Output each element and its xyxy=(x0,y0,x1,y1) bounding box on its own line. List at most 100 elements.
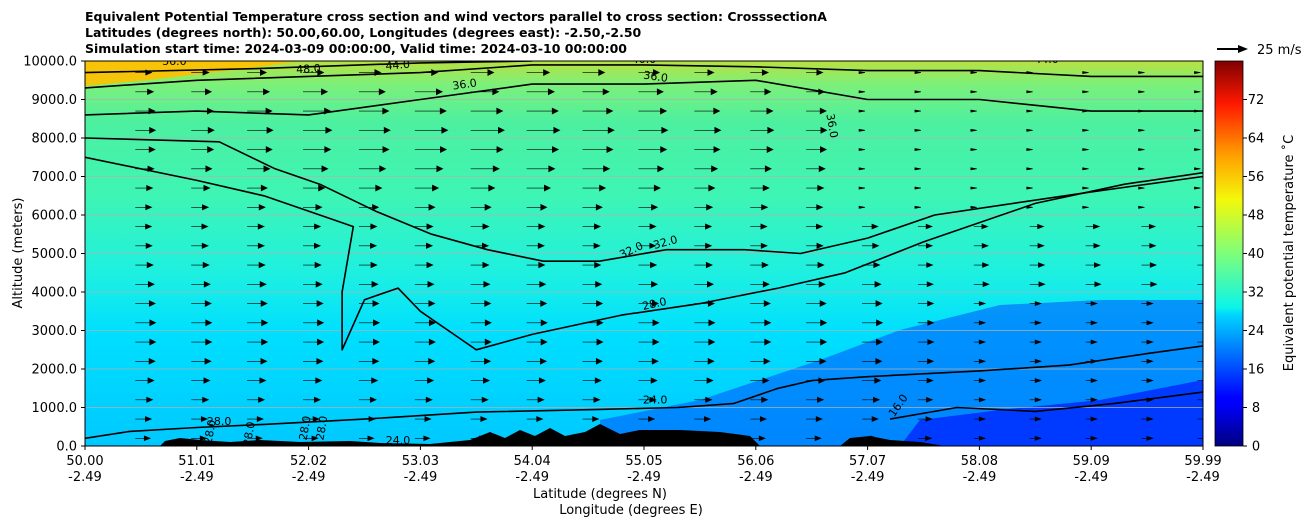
wind-vector xyxy=(526,165,556,173)
wind-vector xyxy=(303,107,332,115)
wind-vector xyxy=(1085,416,1098,422)
wind-vector xyxy=(470,319,492,327)
wind-vector xyxy=(750,416,768,423)
wind-vector xyxy=(806,281,826,288)
wind-vector xyxy=(358,242,378,249)
contour-label: 36.0 xyxy=(452,76,478,92)
wind-vector xyxy=(1085,435,1098,441)
wind-vector xyxy=(806,146,828,153)
contour-label: 28.0 xyxy=(241,421,258,447)
wind-vector xyxy=(582,416,600,423)
wind-vector xyxy=(973,358,987,364)
wind-vector xyxy=(358,300,380,307)
contour-label: 24.0 xyxy=(386,434,411,447)
wind-vector xyxy=(638,184,661,192)
wind-vector xyxy=(1085,301,1098,307)
wind-vector xyxy=(414,261,434,269)
wind-vector xyxy=(638,107,668,115)
wind-vector xyxy=(526,203,548,211)
wind-vector xyxy=(135,223,153,230)
wind-vector xyxy=(862,338,884,346)
wind-vector xyxy=(358,126,391,134)
wind-vector xyxy=(914,186,921,190)
wind-vector xyxy=(973,339,987,345)
colorbar-tick-label: 72 xyxy=(1248,93,1265,108)
wind-vector xyxy=(1085,223,1101,230)
y-tick-label: 6000.0 xyxy=(32,209,78,224)
wind-vector xyxy=(914,148,921,152)
wind-vector xyxy=(970,128,977,132)
wind-vector xyxy=(247,204,266,211)
wind-vector xyxy=(973,416,987,422)
wind-vector xyxy=(247,242,265,249)
wind-vector xyxy=(1085,262,1102,268)
wind-vector xyxy=(414,281,435,288)
wind-vector xyxy=(358,338,380,346)
wind-vector xyxy=(303,319,325,327)
wind-vector xyxy=(414,126,449,134)
wind-vector xyxy=(582,88,610,96)
wind-vector xyxy=(1026,167,1033,171)
wind-vector xyxy=(582,242,601,249)
wind-vector xyxy=(1141,358,1154,364)
wind-vector xyxy=(191,88,213,96)
wind-vector xyxy=(914,167,921,171)
wind-vector xyxy=(582,377,602,384)
wind-vector xyxy=(191,396,210,403)
wind-vector xyxy=(970,90,977,94)
wind-vector xyxy=(414,338,436,346)
wind-vector xyxy=(135,165,155,173)
y-tick-label: 5000.0 xyxy=(32,247,78,262)
chart-title-line-3: Simulation start time: 2024-03-09 00:00:… xyxy=(85,41,627,56)
wind-vector xyxy=(750,435,766,442)
wind-vector xyxy=(358,88,386,96)
contour-label: 28.0 xyxy=(202,419,219,445)
wind-vector xyxy=(806,338,828,346)
wind-vector xyxy=(858,148,866,152)
wind-vector xyxy=(526,416,544,423)
x-tick-label-longitude: -2.49 xyxy=(68,470,102,485)
wind-vector xyxy=(806,435,822,442)
wind-vector xyxy=(970,148,977,152)
quiver-key-arrowhead xyxy=(1238,45,1248,53)
wind-vector xyxy=(914,109,921,113)
wind-vector xyxy=(191,69,210,76)
y-tick-label: 1000.0 xyxy=(32,401,78,416)
wind-vector xyxy=(191,300,212,307)
wind-vector xyxy=(750,107,774,115)
wind-vector xyxy=(582,396,601,403)
contour-label: 44.0 xyxy=(385,58,411,73)
x-tick-label-longitude: -2.49 xyxy=(963,470,997,485)
wind-vector xyxy=(526,281,547,288)
contour-label: 28.0 xyxy=(313,415,330,441)
wind-vector xyxy=(917,339,935,345)
wind-vector xyxy=(973,262,990,268)
wind-vector xyxy=(973,223,989,230)
wind-vector xyxy=(470,396,489,403)
warm-upper-region xyxy=(85,61,300,86)
wind-vector xyxy=(358,146,390,154)
wind-vector xyxy=(358,416,376,423)
wind-vector xyxy=(1082,205,1089,209)
wind-vector xyxy=(973,320,987,326)
wind-vector xyxy=(582,319,604,327)
wind-vector xyxy=(470,107,504,115)
wind-vector xyxy=(135,204,153,211)
wind-vector xyxy=(1138,90,1145,94)
wind-vector xyxy=(1082,128,1089,132)
quiver-key: 25 m/s xyxy=(1217,43,1302,58)
wind-vector xyxy=(917,435,933,441)
wind-vector xyxy=(750,184,770,192)
wind-vector xyxy=(135,377,155,384)
wind-vector xyxy=(1026,148,1033,152)
contour-label: 36.0 xyxy=(823,113,840,139)
wind-vector xyxy=(917,377,934,384)
wind-vector xyxy=(582,300,604,307)
wind-vector xyxy=(1082,148,1089,152)
wind-vector xyxy=(526,146,560,154)
colorbar-tick-label: 16 xyxy=(1248,363,1265,378)
wind-vector xyxy=(862,281,882,288)
y-tick-label: 3000.0 xyxy=(32,324,78,339)
x-tick-label-longitude: -2.49 xyxy=(1186,470,1220,485)
wind-vector xyxy=(862,377,882,384)
